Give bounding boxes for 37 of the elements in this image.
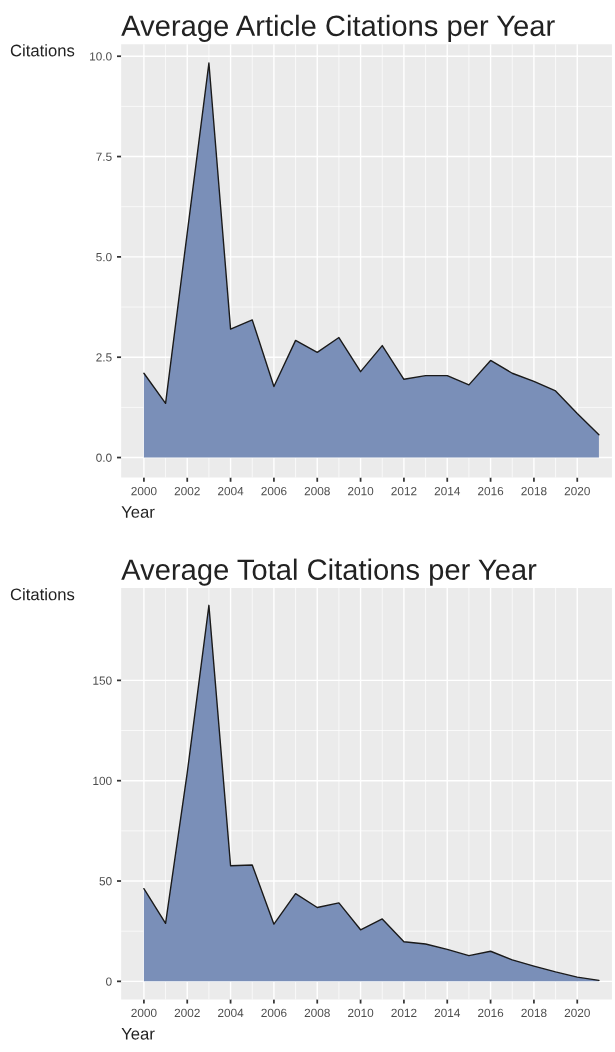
- y-tick-label: 10.0: [90, 52, 112, 61]
- x-axis-title: Year: [121, 1028, 155, 1040]
- y-tick-label: 0.0: [96, 453, 112, 462]
- x-tick-label: 2006: [261, 486, 287, 496]
- x-tick-label: 2000: [131, 486, 157, 496]
- chart-title: Average Total Citations per Year: [121, 558, 537, 586]
- x-tick-label: 2014: [434, 1008, 461, 1018]
- y-tick-label: 150: [93, 676, 112, 685]
- x-tick-label: 2020: [564, 1008, 590, 1018]
- y-tick-label: 100: [93, 776, 112, 786]
- x-tick-label: 2004: [218, 486, 244, 496]
- x-tick-label: 2000: [131, 1008, 157, 1018]
- y-axis-title: Citations: [10, 44, 75, 57]
- x-tick-label: 2002: [174, 1008, 200, 1018]
- x-tick-label: 2004: [218, 1008, 244, 1018]
- x-tick-label: 2012: [391, 1008, 417, 1018]
- x-tick-label: 2016: [478, 486, 504, 496]
- x-tick-label: 2010: [348, 486, 374, 496]
- y-tick-label: 50: [99, 877, 112, 886]
- x-tick-label: 2002: [174, 486, 200, 496]
- y-tick-label: 2.5: [96, 353, 112, 362]
- x-tick-label: 2012: [391, 486, 417, 496]
- chart-title: Average Article Citations per Year: [121, 14, 555, 42]
- x-tick-label: 2008: [304, 1008, 330, 1018]
- x-tick-label: 2014: [434, 486, 461, 496]
- y-axis-title: Citations: [10, 588, 75, 601]
- y-tick-label: 7.5: [96, 152, 112, 161]
- x-tick-label: 2006: [261, 1008, 287, 1018]
- x-tick-label: 2008: [304, 486, 330, 496]
- x-axis-title: Year: [121, 506, 155, 518]
- x-tick-label: 2020: [564, 486, 590, 496]
- x-tick-label: 2018: [521, 1008, 547, 1018]
- x-tick-label: 2016: [478, 1008, 504, 1018]
- y-tick-label: 5.0: [96, 252, 112, 262]
- x-tick-label: 2018: [521, 486, 547, 496]
- y-tick-label: 0: [106, 977, 112, 986]
- x-tick-label: 2010: [348, 1008, 374, 1018]
